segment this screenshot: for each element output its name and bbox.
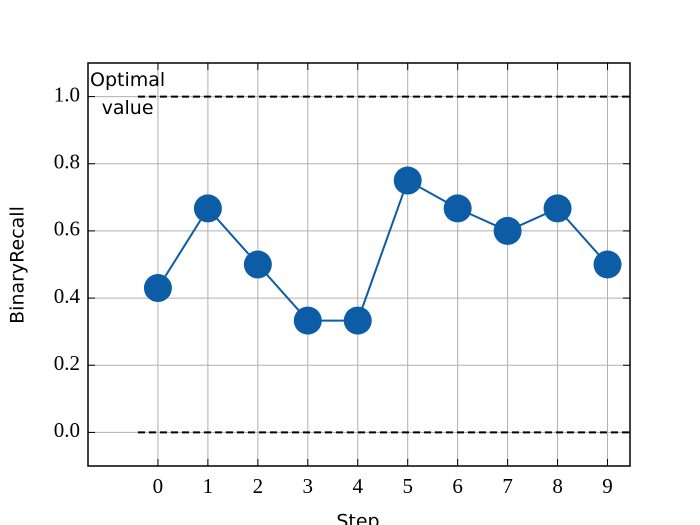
x-tick-label: 9 (602, 474, 613, 498)
x-tick-label: 0 (153, 474, 164, 498)
y-tick-label: 0.8 (54, 150, 80, 174)
x-tick-label: 1 (203, 474, 214, 498)
point (143, 274, 172, 303)
point (293, 306, 322, 335)
point (393, 166, 422, 195)
y-tick-label: 1.0 (54, 82, 80, 106)
point (343, 306, 372, 335)
x-tick-label: 6 (452, 474, 463, 498)
x-tick-label: 4 (353, 474, 364, 498)
y-axis-label: BinaryRecall (7, 206, 29, 324)
point (493, 216, 522, 245)
plot-frame (87, 62, 631, 467)
point (443, 194, 472, 223)
y-tick-label: 0.0 (54, 418, 80, 442)
x-axis-label: Step (336, 511, 379, 525)
point (543, 194, 572, 223)
x-tick-label: 8 (552, 474, 563, 498)
x-tick-label: 7 (502, 474, 513, 498)
x-tick-label: 2 (253, 474, 264, 498)
point (243, 250, 272, 279)
y-tick-label: 0.4 (54, 284, 81, 308)
y-tick-label: 0.6 (54, 217, 80, 241)
point (593, 250, 622, 279)
point (193, 194, 222, 223)
annotation: Optimal value (90, 69, 166, 119)
series-line (157, 179, 609, 322)
y-tick-label: 0.2 (54, 351, 80, 375)
x-tick-label: 5 (402, 474, 413, 498)
x-tick-label: 3 (303, 474, 314, 498)
